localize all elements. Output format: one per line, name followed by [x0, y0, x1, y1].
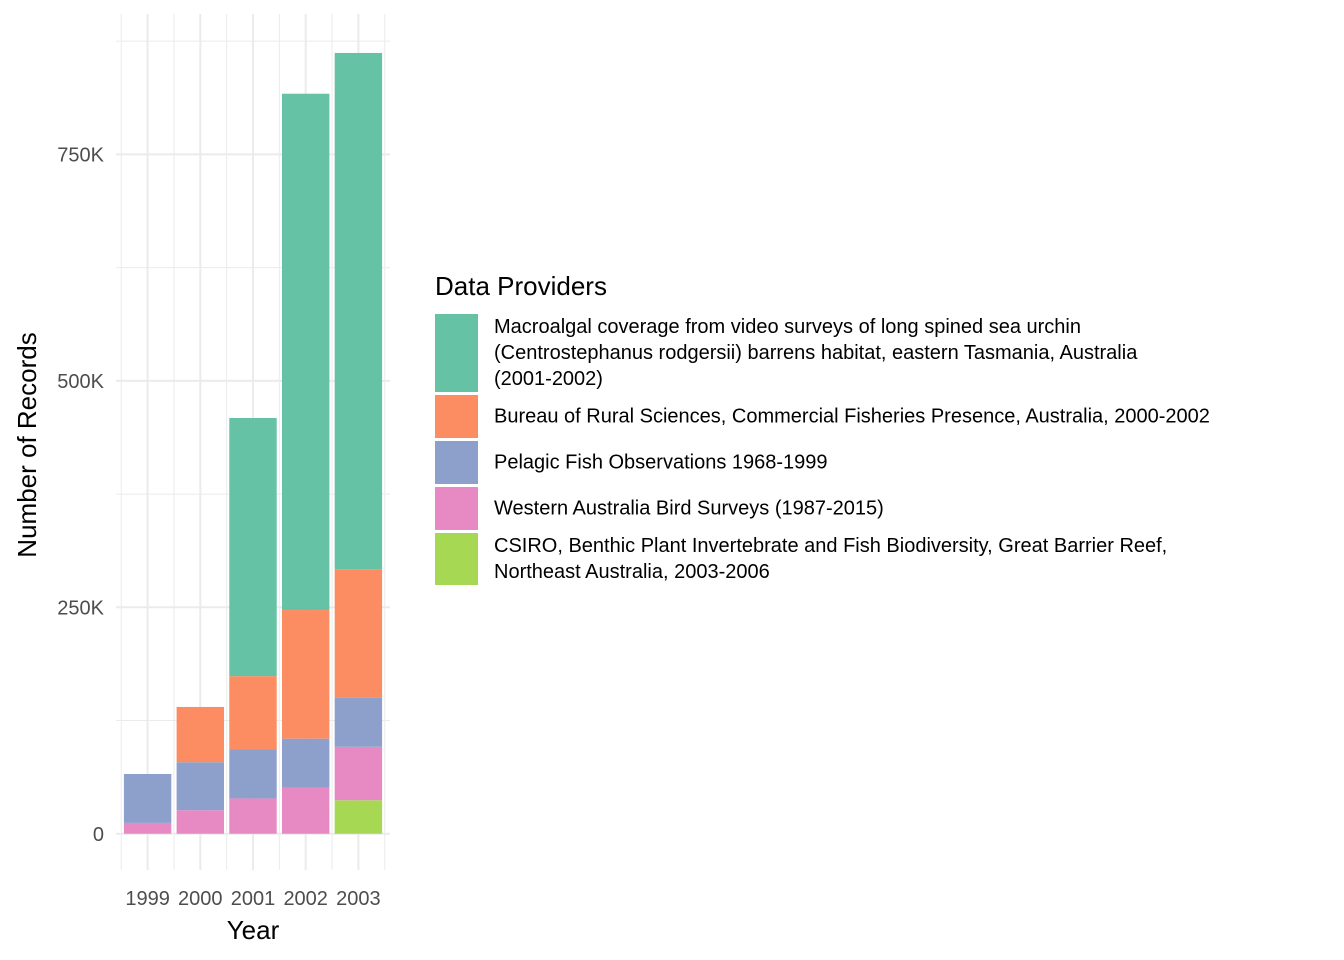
bars-layer — [123, 52, 383, 834]
legend-item: Macroalgal coverage from video surveys o… — [435, 314, 1138, 392]
x-tick-label: 2003 — [336, 888, 381, 910]
legend-item: Western Australia Bird Surveys (1987-201… — [435, 487, 884, 530]
y-axis-title: Number of Records — [12, 332, 42, 557]
y-tick-label: 750K — [57, 144, 104, 166]
x-tick-label: 1999 — [125, 888, 170, 910]
x-tick-label: 2000 — [178, 888, 223, 910]
bar-segment — [334, 746, 383, 801]
bar-segment — [176, 706, 225, 763]
x-tick-label: 2002 — [283, 888, 328, 910]
legend-key — [435, 441, 478, 484]
bar-segment — [229, 798, 277, 834]
bar-segment — [281, 738, 330, 788]
y-tick-label: 0 — [93, 824, 104, 846]
y-tick-labels: 0 250K 500K 750K — [57, 144, 104, 845]
legend-label: Pelagic Fish Observations 1968-1999 — [494, 452, 828, 474]
x-tick-labels: 1999 2000 2001 2002 2003 — [125, 888, 380, 910]
legend-key — [435, 533, 478, 585]
legend-items: Macroalgal coverage from video surveys o… — [435, 314, 1210, 585]
legend-title: Data Providers — [435, 271, 607, 301]
legend-label: Macroalgal coverage from video surveys o… — [494, 316, 1138, 390]
bar-segment — [281, 787, 330, 834]
x-tick-label: 2001 — [231, 888, 276, 910]
bar-segment — [281, 610, 330, 739]
bar-segment — [176, 762, 225, 811]
x-axis-title: Year — [227, 915, 280, 945]
legend-key — [435, 314, 478, 392]
bar-segment — [229, 749, 277, 799]
legend-item: CSIRO, Benthic Plant Invertebrate and Fi… — [435, 533, 1167, 585]
bar-segment — [334, 569, 383, 698]
bar-segment — [334, 800, 383, 834]
legend-label: Western Australia Bird Surveys (1987-201… — [494, 498, 884, 520]
bar-segment — [123, 773, 172, 823]
legend-item: Bureau of Rural Sciences, Commercial Fis… — [435, 395, 1210, 438]
legend-key — [435, 487, 478, 530]
bar-segment — [281, 93, 330, 611]
legend-item: Pelagic Fish Observations 1968-1999 — [435, 441, 828, 484]
bar-segment — [334, 697, 383, 747]
y-tick-label: 500K — [57, 371, 104, 393]
legend-label: Bureau of Rural Sciences, Commercial Fis… — [494, 406, 1210, 428]
legend: Data Providers Macroalgal coverage from … — [435, 271, 1210, 585]
bar-segment — [334, 52, 383, 570]
y-tick-label: 250K — [57, 597, 104, 619]
bar-segment — [176, 810, 225, 834]
bar-segment — [229, 676, 277, 750]
bar-segment — [229, 417, 277, 677]
bar-segment — [123, 822, 172, 834]
legend-key — [435, 395, 478, 438]
legend-label: CSIRO, Benthic Plant Invertebrate and Fi… — [494, 535, 1167, 583]
